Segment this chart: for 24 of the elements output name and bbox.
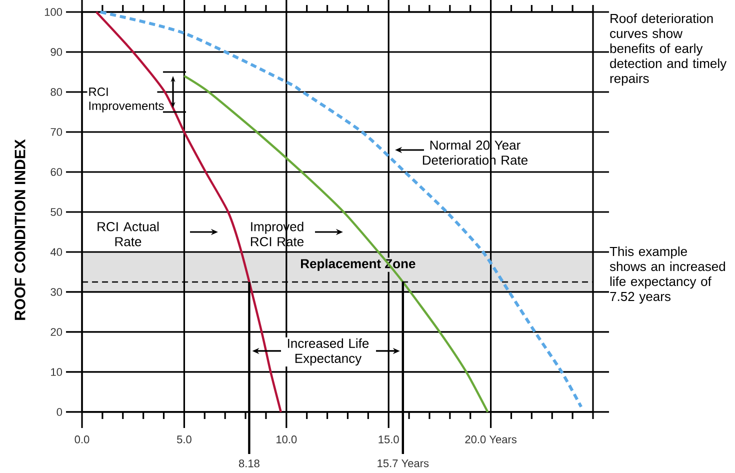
x-tick-label: 0.0 [74, 436, 90, 444]
annotation: RCI Improvements [89, 88, 164, 112]
x-tick-label: 5.0 [177, 436, 192, 444]
x-tick-label: 10.0 [276, 436, 297, 444]
y-tick-label: 90 [50, 48, 62, 56]
text: This example shows an increased life expectancy of 7.52 years [610, 246, 726, 304]
x-tick-label: 15.0 [378, 436, 399, 444]
y-tick-label: 60 [50, 168, 62, 176]
ref-line-label: 15.7 Years [378, 460, 429, 468]
ref-line-label: 8.18 [238, 460, 260, 468]
x-tick-label: 20.0 Years [465, 436, 516, 444]
text: Roof deterioration curves show benefits of early detection and timely repairs [610, 14, 727, 86]
y-tick-label: 80 [50, 88, 62, 96]
annotation: RCI Actual Rate [98, 222, 159, 246]
y-tick-label: 30 [50, 288, 62, 296]
y-tick-label: 40 [50, 248, 62, 256]
y-tick-label: 20 [50, 328, 62, 336]
y-tick-label: 70 [50, 128, 62, 136]
y-tick-label: 100 [44, 8, 62, 16]
y-tick-label: 0 [56, 408, 62, 416]
annotation: Increased Life Expectancy [288, 338, 369, 366]
y-tick-label: 50 [50, 208, 62, 216]
y-axis-title: ROOF CONDITION INDEX [14, 139, 26, 320]
y-tick-label: 10 [51, 368, 62, 376]
